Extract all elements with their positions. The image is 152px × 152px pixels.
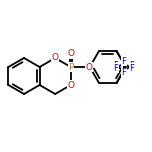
Text: O: O: [67, 50, 74, 59]
Text: F: F: [114, 64, 118, 73]
Text: F: F: [129, 64, 134, 73]
Text: F: F: [121, 57, 126, 66]
Text: F: F: [129, 61, 134, 71]
Text: O: O: [85, 62, 92, 71]
Text: O: O: [52, 54, 59, 62]
Text: F: F: [114, 61, 118, 71]
Text: P: P: [68, 62, 73, 71]
Text: F: F: [121, 68, 126, 77]
Text: O: O: [67, 81, 74, 90]
